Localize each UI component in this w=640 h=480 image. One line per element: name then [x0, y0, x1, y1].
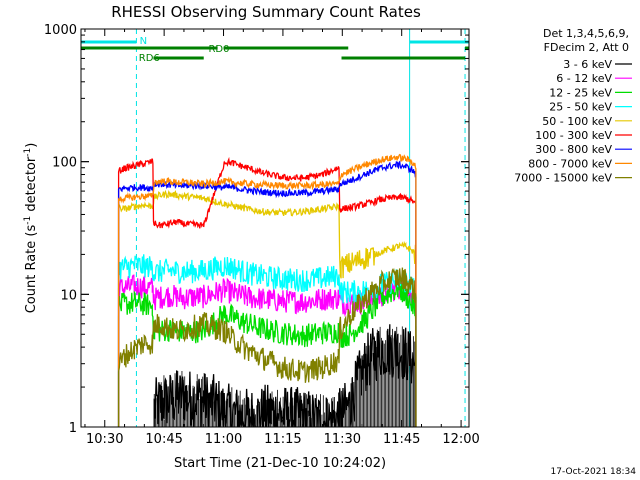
y-tick-label: 10: [60, 288, 77, 303]
legend: Det 1,3,4,5,6,9,FDecim 2, Att 0 3 - 6 keV…: [514, 27, 632, 185]
state-label-n: N: [140, 36, 147, 47]
x-axis-label: Start Time (21-Dec-10 10:24:02): [174, 456, 386, 471]
state-bars: N RD0 RD6: [81, 36, 469, 64]
legend-entry-label: 100 - 300 keV: [535, 129, 612, 142]
legend-entry-label: 12 - 25 keV: [549, 86, 612, 99]
footer-timestamp: 17-Oct-2021 18:34: [551, 467, 637, 477]
state-label-rd6: RD6: [139, 53, 160, 64]
x-axis-ticks: 10:30 10:45 11:00 11:15 11:30 11:45 12:00: [84, 29, 480, 447]
x-tick-label: 10:45: [145, 432, 182, 447]
series-line-8: [117, 267, 417, 427]
x-tick-label: 11:00: [205, 432, 242, 447]
legend-entry-label: 50 - 100 keV: [542, 115, 612, 128]
state-label-rd0: RD0: [208, 44, 229, 55]
y-axis-label-part3: ): [24, 143, 39, 148]
y-axis-label-sup1: -1: [23, 216, 33, 225]
x-tick-label: 11:15: [264, 432, 301, 447]
x-tick-label: 10:30: [86, 432, 123, 447]
x-tick-label: 12:00: [442, 432, 479, 447]
legend-entry-label: 3 - 6 keV: [563, 58, 612, 71]
series-line-6: [117, 160, 417, 427]
series-line-4: [117, 189, 417, 427]
x-tick-label: 11:30: [324, 432, 361, 447]
x-tick-label: 11:45: [383, 432, 420, 447]
y-tick-label: 1: [69, 421, 77, 436]
series-line-7: [117, 153, 417, 427]
y-tick-label: 1000: [44, 23, 77, 38]
plot-frame: [80, 28, 470, 428]
chart-title: RHESSI Observing Summary Count Rates: [111, 3, 421, 21]
legend-entry-label: 6 - 12 keV: [556, 72, 612, 85]
y-axis-label: Count Rate (s-1 detector-1): [23, 143, 39, 314]
series-line-3: [117, 254, 417, 427]
legend-entry-label: 7000 - 15000 keV: [514, 172, 612, 185]
legend-entry-label: 800 - 7000 keV: [528, 157, 612, 170]
y-axis-label-part1: Count Rate (s: [24, 225, 39, 314]
y-tick-label: 100: [52, 156, 77, 171]
y-axis-label-sup2: -1: [23, 148, 33, 157]
legend-header-line: Det 1,3,4,5,6,9,: [543, 27, 629, 40]
y-axis-ticks: 1 10 100 1000: [44, 23, 469, 436]
series-line-5: [117, 156, 417, 427]
legend-entry-label: 25 - 50 keV: [549, 101, 612, 114]
y-axis-label-part2: detector: [24, 156, 39, 216]
series-layer: [117, 153, 417, 427]
legend-header-line: FDecim 2, Att 0: [544, 41, 629, 54]
legend-entry-label: 300 - 800 keV: [535, 143, 612, 156]
